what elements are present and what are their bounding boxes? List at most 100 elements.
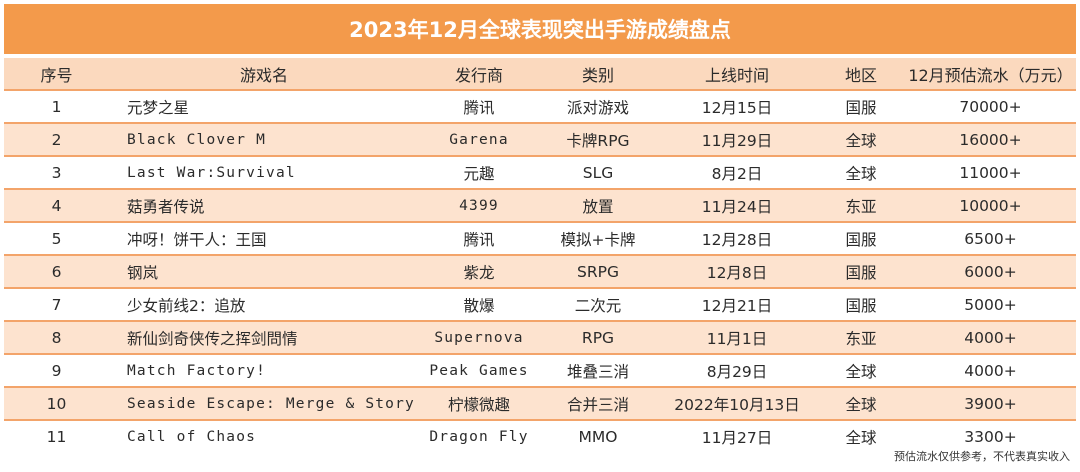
table-row: 10 Seaside Escape: Merge & Story 柠檬微趣 合并三消 2… xyxy=(4,387,1076,420)
category-cell: RPG xyxy=(581,328,615,347)
category-cell: SLG xyxy=(582,163,614,182)
table-row: 6 钢岚 紫龙 SRPG 12月8日 国服 6000+ xyxy=(4,255,1076,288)
publisher-cell: 柠檬微趣 xyxy=(447,395,510,414)
launch-date-cell: 12月28日 xyxy=(701,230,773,249)
rank-cell: 2 xyxy=(51,130,62,149)
region-cell: 东亚 xyxy=(845,329,877,348)
rank-cell: 5 xyxy=(51,229,62,248)
launch-date-cell: 12月8日 xyxy=(706,263,768,282)
category-cell: 放置 xyxy=(582,197,614,216)
region-cell: 全球 xyxy=(845,395,877,414)
revenue-cell: 4000+ xyxy=(964,361,1017,380)
revenue-cell: 6500+ xyxy=(964,229,1017,248)
game-name-cell: 少女前线2：追放 xyxy=(127,296,246,315)
col-rank-header: 序号 xyxy=(40,65,73,85)
category-cell: 合并三消 xyxy=(566,395,629,414)
table-row: 1 元梦之星 腾讯 派对游戏 12月15日 国服 70000+ xyxy=(4,90,1076,123)
region-cell: 全球 xyxy=(845,164,877,183)
rank-cell: 6 xyxy=(51,262,62,281)
category-cell: 模拟+卡牌 xyxy=(560,230,636,249)
region-cell: 全球 xyxy=(845,362,877,381)
publisher-cell: 4399 xyxy=(459,197,499,214)
revenue-cell: 11000+ xyxy=(959,163,1022,182)
publisher-cell: 元趣 xyxy=(463,164,495,183)
revenue-cell: 5000+ xyxy=(964,295,1017,314)
launch-date-cell: 12月21日 xyxy=(701,296,773,315)
game-name-cell: Last War:Survival xyxy=(127,164,296,181)
game-name-cell: Call of Chaos xyxy=(127,428,257,445)
region-cell: 国服 xyxy=(845,263,877,282)
region-cell: 全球 xyxy=(845,131,877,150)
region-cell: 国服 xyxy=(845,98,877,117)
revenue-cell: 3300+ xyxy=(964,427,1017,446)
games-table: 序号 游戏名 发行商 类别 上线时间 地区 12月预估流水（万元） 1 元梦之星 腾讯 派对游戏 1… xyxy=(4,58,1076,452)
revenue-cell: 3900+ xyxy=(964,394,1017,413)
revenue-cell: 10000+ xyxy=(959,196,1022,215)
game-name-cell: Match Factory! xyxy=(127,362,267,379)
publisher-cell: Garena xyxy=(449,131,509,148)
category-cell: 卡牌RPG xyxy=(566,131,630,150)
table-row: 2 Black Clover M Garena 卡牌RPG 11月29日 全球 16000+ xyxy=(4,123,1076,156)
region-cell: 国服 xyxy=(845,296,877,315)
table-row: 3 Last War:Survival 元趣 SLG 8月2日 全球 11000+ xyxy=(4,156,1076,189)
region-cell: 国服 xyxy=(845,230,877,249)
table-title: 2023年12月全球表现突出手游成绩盘点 xyxy=(4,4,1076,54)
game-name-cell: Black Clover M xyxy=(127,131,267,148)
publisher-cell: Dragon Fly xyxy=(429,428,529,445)
publisher-cell: Peak Games xyxy=(429,362,529,379)
rank-cell: 10 xyxy=(46,394,67,413)
game-name-cell: 元梦之星 xyxy=(127,98,190,117)
rank-cell: 11 xyxy=(46,427,67,446)
table-row: 9 Match Factory! Peak Games 堆叠三消 8月29日 全球 4000… xyxy=(4,354,1076,387)
table-row: 7 少女前线2：追放 散爆 二次元 12月21日 国服 5000+ xyxy=(4,288,1076,321)
rank-cell: 7 xyxy=(51,295,62,314)
game-name-cell: 菇勇者传说 xyxy=(127,197,205,216)
game-name-cell: 冲呀！饼干人：王国 xyxy=(127,230,267,249)
launch-date-cell: 11月24日 xyxy=(701,197,773,216)
ranking-table-card: 2023年12月全球表现突出手游成绩盘点 序号 游戏名 发行商 类别 上线时间 地区 12月… xyxy=(4,4,1076,468)
launch-date-cell: 8月29日 xyxy=(706,362,768,381)
rank-cell: 3 xyxy=(51,163,62,182)
region-cell: 全球 xyxy=(845,428,877,447)
col-category-header: 类别 xyxy=(581,65,614,85)
col-publisher-header: 发行商 xyxy=(454,65,503,85)
rank-cell: 8 xyxy=(51,328,62,347)
category-cell: SRPG xyxy=(577,262,619,281)
launch-date-cell: 11月27日 xyxy=(701,428,773,447)
publisher-cell: 腾讯 xyxy=(463,98,495,117)
category-cell: 堆叠三消 xyxy=(566,362,629,381)
rank-cell: 9 xyxy=(51,361,62,380)
category-cell: 二次元 xyxy=(574,296,622,315)
game-name-cell: 新仙剑奇侠传之挥剑問情 xyxy=(127,329,298,348)
launch-date-cell: 11月1日 xyxy=(706,329,768,348)
col-revenue-header: 12月预估流水（万元） xyxy=(908,65,1073,85)
launch-date-cell: 8月2日 xyxy=(711,164,763,183)
rank-cell: 4 xyxy=(51,196,62,215)
revenue-cell: 4000+ xyxy=(964,328,1017,347)
col-region-header: 地区 xyxy=(844,65,877,85)
table-row: 8 新仙剑奇侠传之挥剑問情 Supernova RPG 11月1日 东亚 4000+ xyxy=(4,321,1076,354)
revenue-cell: 6000+ xyxy=(964,262,1017,281)
category-cell: MMO xyxy=(578,427,618,446)
col-name-header: 游戏名 xyxy=(239,65,288,85)
publisher-cell: 腾讯 xyxy=(463,230,495,249)
table-header-row: 序号 游戏名 发行商 类别 上线时间 地区 12月预估流水（万元） xyxy=(4,58,1076,90)
launch-date-cell: 2022年10月13日 xyxy=(674,395,800,414)
region-cell: 东亚 xyxy=(845,197,877,216)
col-launch-header: 上线时间 xyxy=(704,65,769,85)
table-row: 11 Call of Chaos Dragon Fly MMO 11月27日 全球 3300… xyxy=(4,420,1076,452)
publisher-cell: Supernova xyxy=(434,329,524,346)
publisher-cell: 散爆 xyxy=(463,296,495,315)
launch-date-cell: 11月29日 xyxy=(701,131,773,150)
table-row: 4 菇勇者传说 4399 放置 11月24日 东亚 10000+ xyxy=(4,189,1076,222)
launch-date-cell: 12月15日 xyxy=(701,98,773,117)
publisher-cell: 紫龙 xyxy=(463,263,495,282)
game-name-cell: 钢岚 xyxy=(127,263,159,282)
table-row: 5 冲呀！饼干人：王国 腾讯 模拟+卡牌 12月28日 国服 6500+ xyxy=(4,222,1076,255)
rank-cell: 1 xyxy=(51,97,62,116)
revenue-cell: 16000+ xyxy=(959,130,1022,149)
revenue-cell: 70000+ xyxy=(959,97,1022,116)
game-name-cell: Seaside Escape: Merge & Story xyxy=(127,395,415,412)
category-cell: 派对游戏 xyxy=(566,98,629,117)
footnote: 预估流水仅供参考，不代表真实收入 xyxy=(894,450,1070,463)
